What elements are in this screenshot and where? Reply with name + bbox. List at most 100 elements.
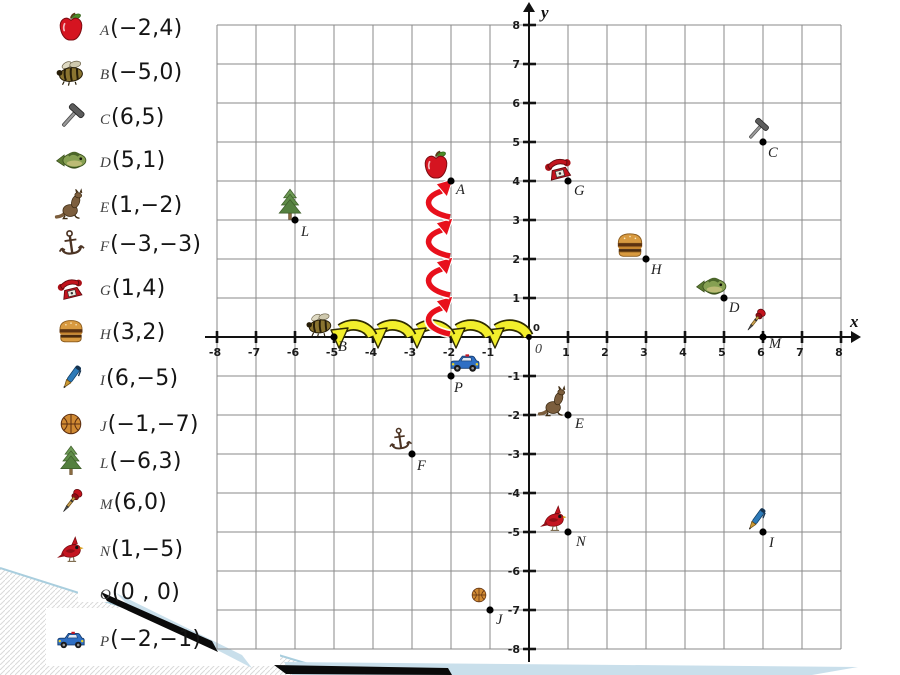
svg-text:3: 3: [512, 214, 520, 227]
point-coordinates: (−5,0): [110, 59, 183, 85]
legend-label: P(−2,−1): [100, 627, 201, 652]
legend-item-I: I(6,−5): [52, 358, 178, 398]
y-axis-label: y: [539, 3, 549, 22]
point-coordinates: (−1,−7): [107, 411, 199, 437]
point-coordinates: (−6,3): [109, 448, 182, 474]
point-letter: A: [100, 22, 110, 39]
point-coordinates: (6,−5): [106, 365, 179, 391]
legend-item-O: O(0 , 0): [52, 572, 180, 612]
svg-text:-8: -8: [508, 643, 520, 656]
fish-icon: [52, 141, 90, 179]
svg-text:-2: -2: [508, 409, 520, 422]
point-letter: H: [100, 326, 111, 343]
basketball-icon: [60, 413, 82, 435]
bee-icon: [56, 60, 83, 86]
svg-text:6: 6: [512, 97, 520, 110]
point-G: G: [545, 158, 585, 199]
legend-label: M(6,0): [100, 490, 167, 515]
svg-text:-1: -1: [482, 346, 494, 359]
cardinal-icon: [52, 530, 90, 568]
svg-text:-6: -6: [508, 565, 521, 578]
dart-icon: [63, 488, 83, 512]
point-letter: J: [100, 418, 107, 435]
y-tick-labels: -8 -7 -6 -5 -4 -3 -2 -1 1 2 3 4 5 6 7 8: [508, 19, 521, 656]
tree-icon: [278, 188, 302, 220]
point-M: M: [747, 308, 782, 352]
svg-text:-6: -6: [287, 346, 300, 359]
hamburger-icon: [52, 313, 90, 351]
legend-item-J: J(−1,−7): [52, 404, 199, 444]
pen-icon: [63, 365, 82, 389]
basketball-icon: [471, 587, 487, 603]
anchor-icon: [52, 225, 90, 263]
hammer-icon: [62, 103, 85, 127]
legend-label: B(−5,0): [100, 60, 183, 85]
svg-text:5: 5: [718, 346, 726, 359]
point-J: J: [471, 587, 503, 628]
point-F: F: [389, 427, 426, 474]
tick-marks: [215, 23, 843, 651]
point-letter: M: [100, 496, 113, 513]
legend-item-A: A(−2,4): [52, 8, 183, 48]
svg-text:-1: -1: [508, 370, 520, 383]
svg-text:-4: -4: [365, 346, 378, 359]
pen-icon: [52, 359, 90, 397]
legend-label: C(6,5): [100, 105, 165, 130]
dart-icon: [747, 308, 766, 331]
svg-text:-7: -7: [508, 604, 520, 617]
legend-label: L(−6,3): [100, 449, 182, 474]
svg-text:D: D: [728, 300, 740, 316]
bee-icon: [52, 53, 90, 91]
cardinal-icon: [56, 536, 84, 562]
kangaroo-icon: [54, 188, 83, 220]
point-coordinates: (1,4): [111, 275, 166, 301]
point-coordinates: (5,1): [111, 147, 166, 173]
point-B: B: [306, 313, 347, 355]
svg-text:8: 8: [512, 19, 520, 32]
kangaroo-icon: [537, 385, 566, 417]
anchor-icon: [58, 230, 85, 255]
svg-text:-5: -5: [508, 526, 520, 539]
svg-text:4: 4: [512, 175, 520, 188]
svg-text:3: 3: [640, 346, 648, 359]
x-tick-labels: -8 -7 -6 -5 -4 -3 -2 -1 1 2 3 4 5 6 7 8: [209, 346, 843, 359]
point-coordinates: (1,−5): [111, 536, 184, 562]
svg-text:6: 6: [757, 346, 765, 359]
x-axis-label: x: [849, 312, 859, 331]
point-L: L: [278, 188, 309, 240]
svg-text:8: 8: [835, 346, 843, 359]
svg-text:-8: -8: [209, 346, 221, 359]
legend-item-C: C(6,5): [52, 97, 165, 137]
point-letter: P: [100, 633, 110, 650]
hamburger-icon: [59, 320, 83, 343]
anchor-icon: [389, 427, 412, 450]
apple-icon: [52, 9, 90, 47]
tree-icon: [52, 442, 90, 480]
bee-icon: [306, 313, 332, 337]
point-letter: I: [100, 372, 105, 389]
point-letter: E: [100, 199, 110, 216]
point-letter: C: [100, 111, 111, 128]
point-O: [526, 334, 532, 340]
legend-item-H: H(3,2): [52, 312, 166, 352]
tree-icon: [60, 445, 82, 475]
legend-label: E(1,−2): [100, 193, 183, 218]
coordinate-legend: A(−2,4) B(−5,0) C(6,5) D(5,1) E(1,−2) F(−3,−3…: [0, 0, 210, 675]
point-letter: F: [100, 238, 110, 255]
red-hop-arrows: [424, 178, 454, 339]
legend-label: I(6,−5): [100, 366, 178, 391]
telephone-icon: [57, 279, 83, 300]
point-letter: B: [100, 66, 110, 83]
svg-text:-3: -3: [508, 448, 520, 461]
svg-text:A: A: [455, 182, 465, 198]
point-coordinates: (6,0): [113, 489, 168, 515]
legend-label: O(0 , 0): [100, 580, 180, 605]
hamburger-icon: [617, 233, 643, 257]
dart-icon: [52, 483, 90, 521]
legend-item-D: D(5,1): [52, 140, 166, 180]
svg-text:P: P: [453, 380, 463, 396]
legend-label: A(−2,4): [100, 16, 183, 41]
legend-item-N: N(1,−5): [52, 529, 183, 569]
svg-text:-5: -5: [326, 346, 338, 359]
